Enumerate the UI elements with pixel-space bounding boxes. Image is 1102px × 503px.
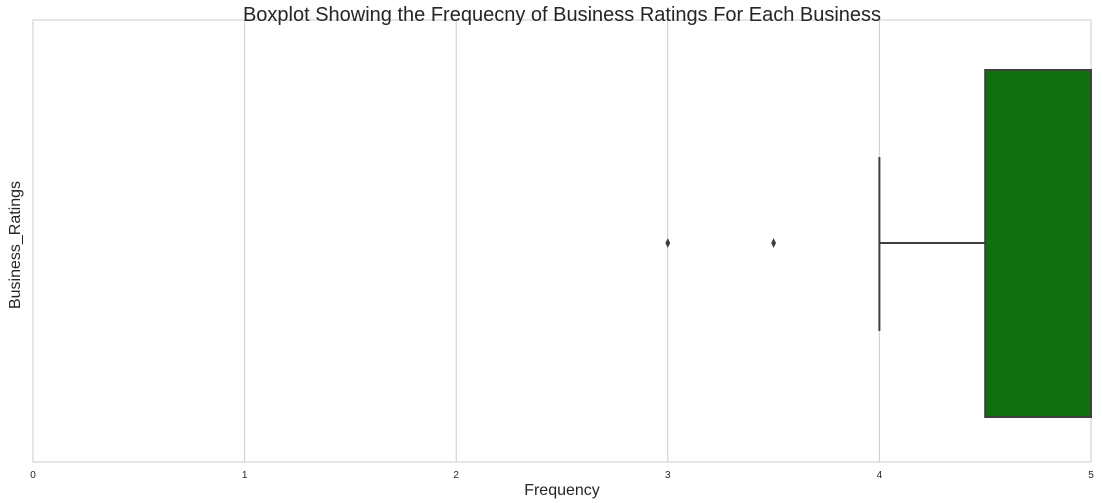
plot-area: [32, 19, 1092, 463]
x-tick-label-4: 4: [877, 470, 883, 481]
x-tick-label-5: 5: [1088, 470, 1094, 481]
x-tick-label-1: 1: [242, 470, 248, 481]
y-axis-label: Business_Ratings: [7, 181, 24, 309]
box-iqr: [984, 69, 1093, 418]
outlier-point-1: [771, 238, 777, 248]
box-group: [665, 69, 1093, 418]
outlier-point-0: [665, 238, 671, 248]
x-tick-labels: 0 1 2 3 4 5: [30, 470, 1094, 481]
x-tick-label-3: 3: [665, 470, 671, 481]
chart-title: Boxplot Showing the Frequecny of Busines…: [243, 4, 881, 26]
x-tick-label-2: 2: [453, 470, 459, 481]
x-axis-label: Frequency: [524, 482, 600, 499]
x-tick-label-0: 0: [30, 470, 36, 481]
